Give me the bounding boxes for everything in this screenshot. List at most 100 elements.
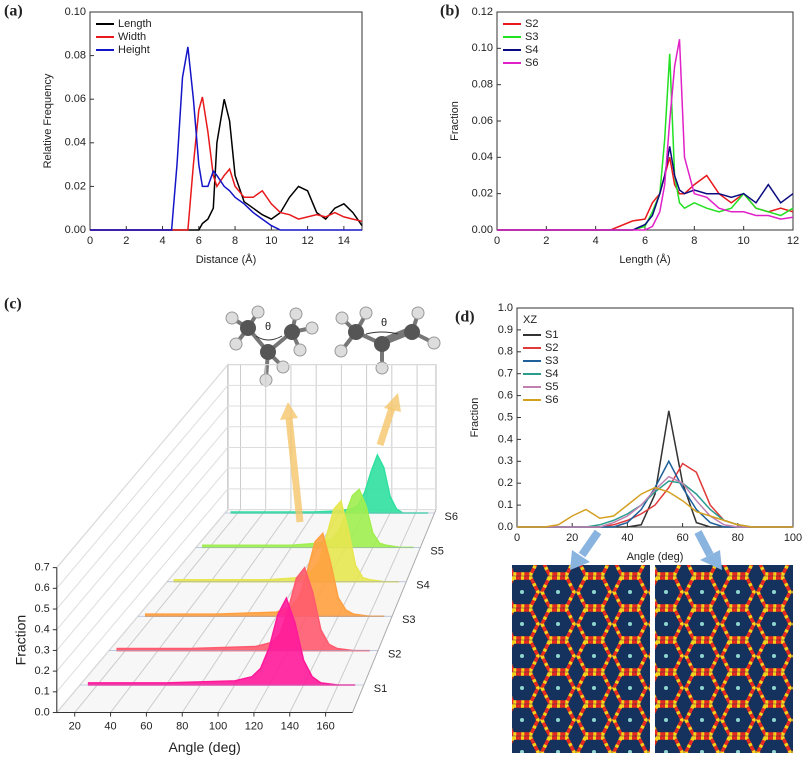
wall-grid-line — [56, 509, 229, 713]
x-tick-label: 140 — [281, 720, 299, 732]
y-tick-label: 0.1 — [498, 499, 513, 511]
x-tick-label: 160 — [316, 720, 334, 732]
plot-frame — [89, 11, 363, 231]
molecule-propene-atoms — [334, 306, 441, 375]
x-tick-label: 2 — [123, 235, 129, 247]
floor-grid-line — [181, 509, 317, 713]
series-line — [90, 96, 363, 231]
series-line — [497, 53, 794, 231]
panel-label: (c) — [4, 296, 22, 313]
x-tick-label: 10 — [738, 235, 750, 247]
x-tick-label: 0 — [87, 235, 93, 247]
x-tick-label: 10 — [265, 235, 277, 247]
wall-grid-line — [56, 364, 229, 568]
y-tick-label: 0.8 — [498, 346, 513, 358]
y-tick-label: 0.2 — [498, 477, 513, 489]
x-tick-label: 100 — [784, 532, 802, 544]
y-axis-title: Fraction — [13, 615, 29, 666]
arrow-head — [700, 550, 722, 570]
x-axis-title: Distance (Å) — [196, 253, 257, 266]
y-tick-label: 0.10 — [472, 42, 493, 54]
series-line — [497, 39, 794, 231]
y-tick-label: 1.0 — [498, 302, 513, 314]
floor-grid-line — [110, 509, 267, 713]
x-tick-label: 60 — [140, 720, 152, 732]
x-tick-label: 12 — [787, 235, 799, 247]
y-axis-title: Fraction — [469, 398, 481, 438]
legend-label: S3 — [525, 31, 538, 43]
y-tick-label: 0.00 — [472, 224, 493, 236]
arrow — [578, 529, 602, 558]
y-tick-label: 0.08 — [472, 79, 493, 91]
wall-grid-line — [56, 488, 229, 693]
x-tick-label: 14 — [338, 235, 350, 247]
x-tick-label: 20 — [69, 720, 81, 732]
annotation: XZ — [523, 314, 537, 326]
arrow-head — [280, 402, 298, 420]
y-tick-label: 0.04 — [472, 151, 493, 163]
series-line — [517, 475, 793, 528]
panel-label: (d) — [455, 309, 475, 326]
y-tick-label: 0.5 — [35, 603, 50, 615]
x-tick-label: 20 — [566, 532, 578, 544]
y-tick-label: 0.10 — [65, 6, 86, 18]
series-line — [90, 99, 363, 231]
back-wall — [227, 364, 437, 511]
x-tick-label: 40 — [104, 720, 116, 732]
arrow — [694, 530, 714, 557]
legend-label: S6 — [545, 394, 558, 406]
panel-label: (b) — [440, 3, 460, 20]
series-label: S4 — [416, 580, 429, 592]
y-tick-label: 0.0 — [498, 521, 513, 533]
series-line — [90, 46, 362, 231]
x-tick-label: 6 — [196, 235, 202, 247]
y-tick-label: 0.02 — [472, 188, 493, 200]
panel-label: (a) — [4, 3, 23, 20]
legend-label: S4 — [545, 368, 558, 380]
x-tick-label: 80 — [176, 720, 188, 732]
x-tick-label: 12 — [301, 235, 313, 247]
angle-arc — [365, 331, 399, 335]
x-tick-label: 40 — [621, 532, 633, 544]
series-label: S1 — [374, 683, 387, 695]
y-tick-label: 0.7 — [35, 562, 50, 574]
x-tick-label: 8 — [691, 235, 697, 247]
arrows — [280, 393, 722, 570]
x-tick-label: 100 — [209, 720, 227, 732]
series-line — [517, 486, 793, 528]
floor-grid-line — [74, 509, 241, 713]
arrow-head — [570, 550, 590, 570]
legend-label: S2 — [525, 18, 538, 30]
y-axis-title: Fraction — [449, 101, 461, 141]
wall-grid-line — [56, 385, 229, 589]
series-line — [497, 157, 794, 231]
molecule-propane-atoms — [225, 305, 319, 387]
theta-label: θ — [381, 317, 387, 329]
arrow — [376, 406, 396, 447]
y-tick-label: 0.7 — [498, 368, 513, 380]
arrow — [285, 417, 304, 523]
series-area — [230, 453, 429, 514]
x-tick-label: 6 — [642, 235, 648, 247]
y-tick-label: 0.08 — [65, 50, 86, 62]
x-axis-title: Length (Å) — [619, 253, 670, 266]
angle-arc — [255, 335, 283, 341]
y-tick-label: 0.02 — [65, 180, 86, 192]
snapshot-image — [655, 565, 793, 753]
x-tick-label: 0 — [514, 532, 520, 544]
y-tick-label: 0.3 — [498, 455, 513, 467]
legend-label: Width — [118, 31, 146, 43]
x-tick-label: 0 — [494, 235, 500, 247]
wall-grid-line — [56, 405, 229, 610]
series-label: S5 — [430, 545, 443, 557]
y-tick-label: 0.6 — [35, 582, 50, 594]
y-tick-label: 0.4 — [498, 433, 513, 445]
y-tick-label: 0.6 — [498, 390, 513, 402]
wall-grid-line — [56, 447, 229, 651]
x-tick-label: 80 — [732, 532, 744, 544]
y-tick-label: 0.06 — [65, 93, 86, 105]
y-tick-label: 0.00 — [65, 224, 86, 236]
legend-label: S2 — [545, 342, 558, 354]
y-tick-label: 0.06 — [472, 115, 493, 127]
